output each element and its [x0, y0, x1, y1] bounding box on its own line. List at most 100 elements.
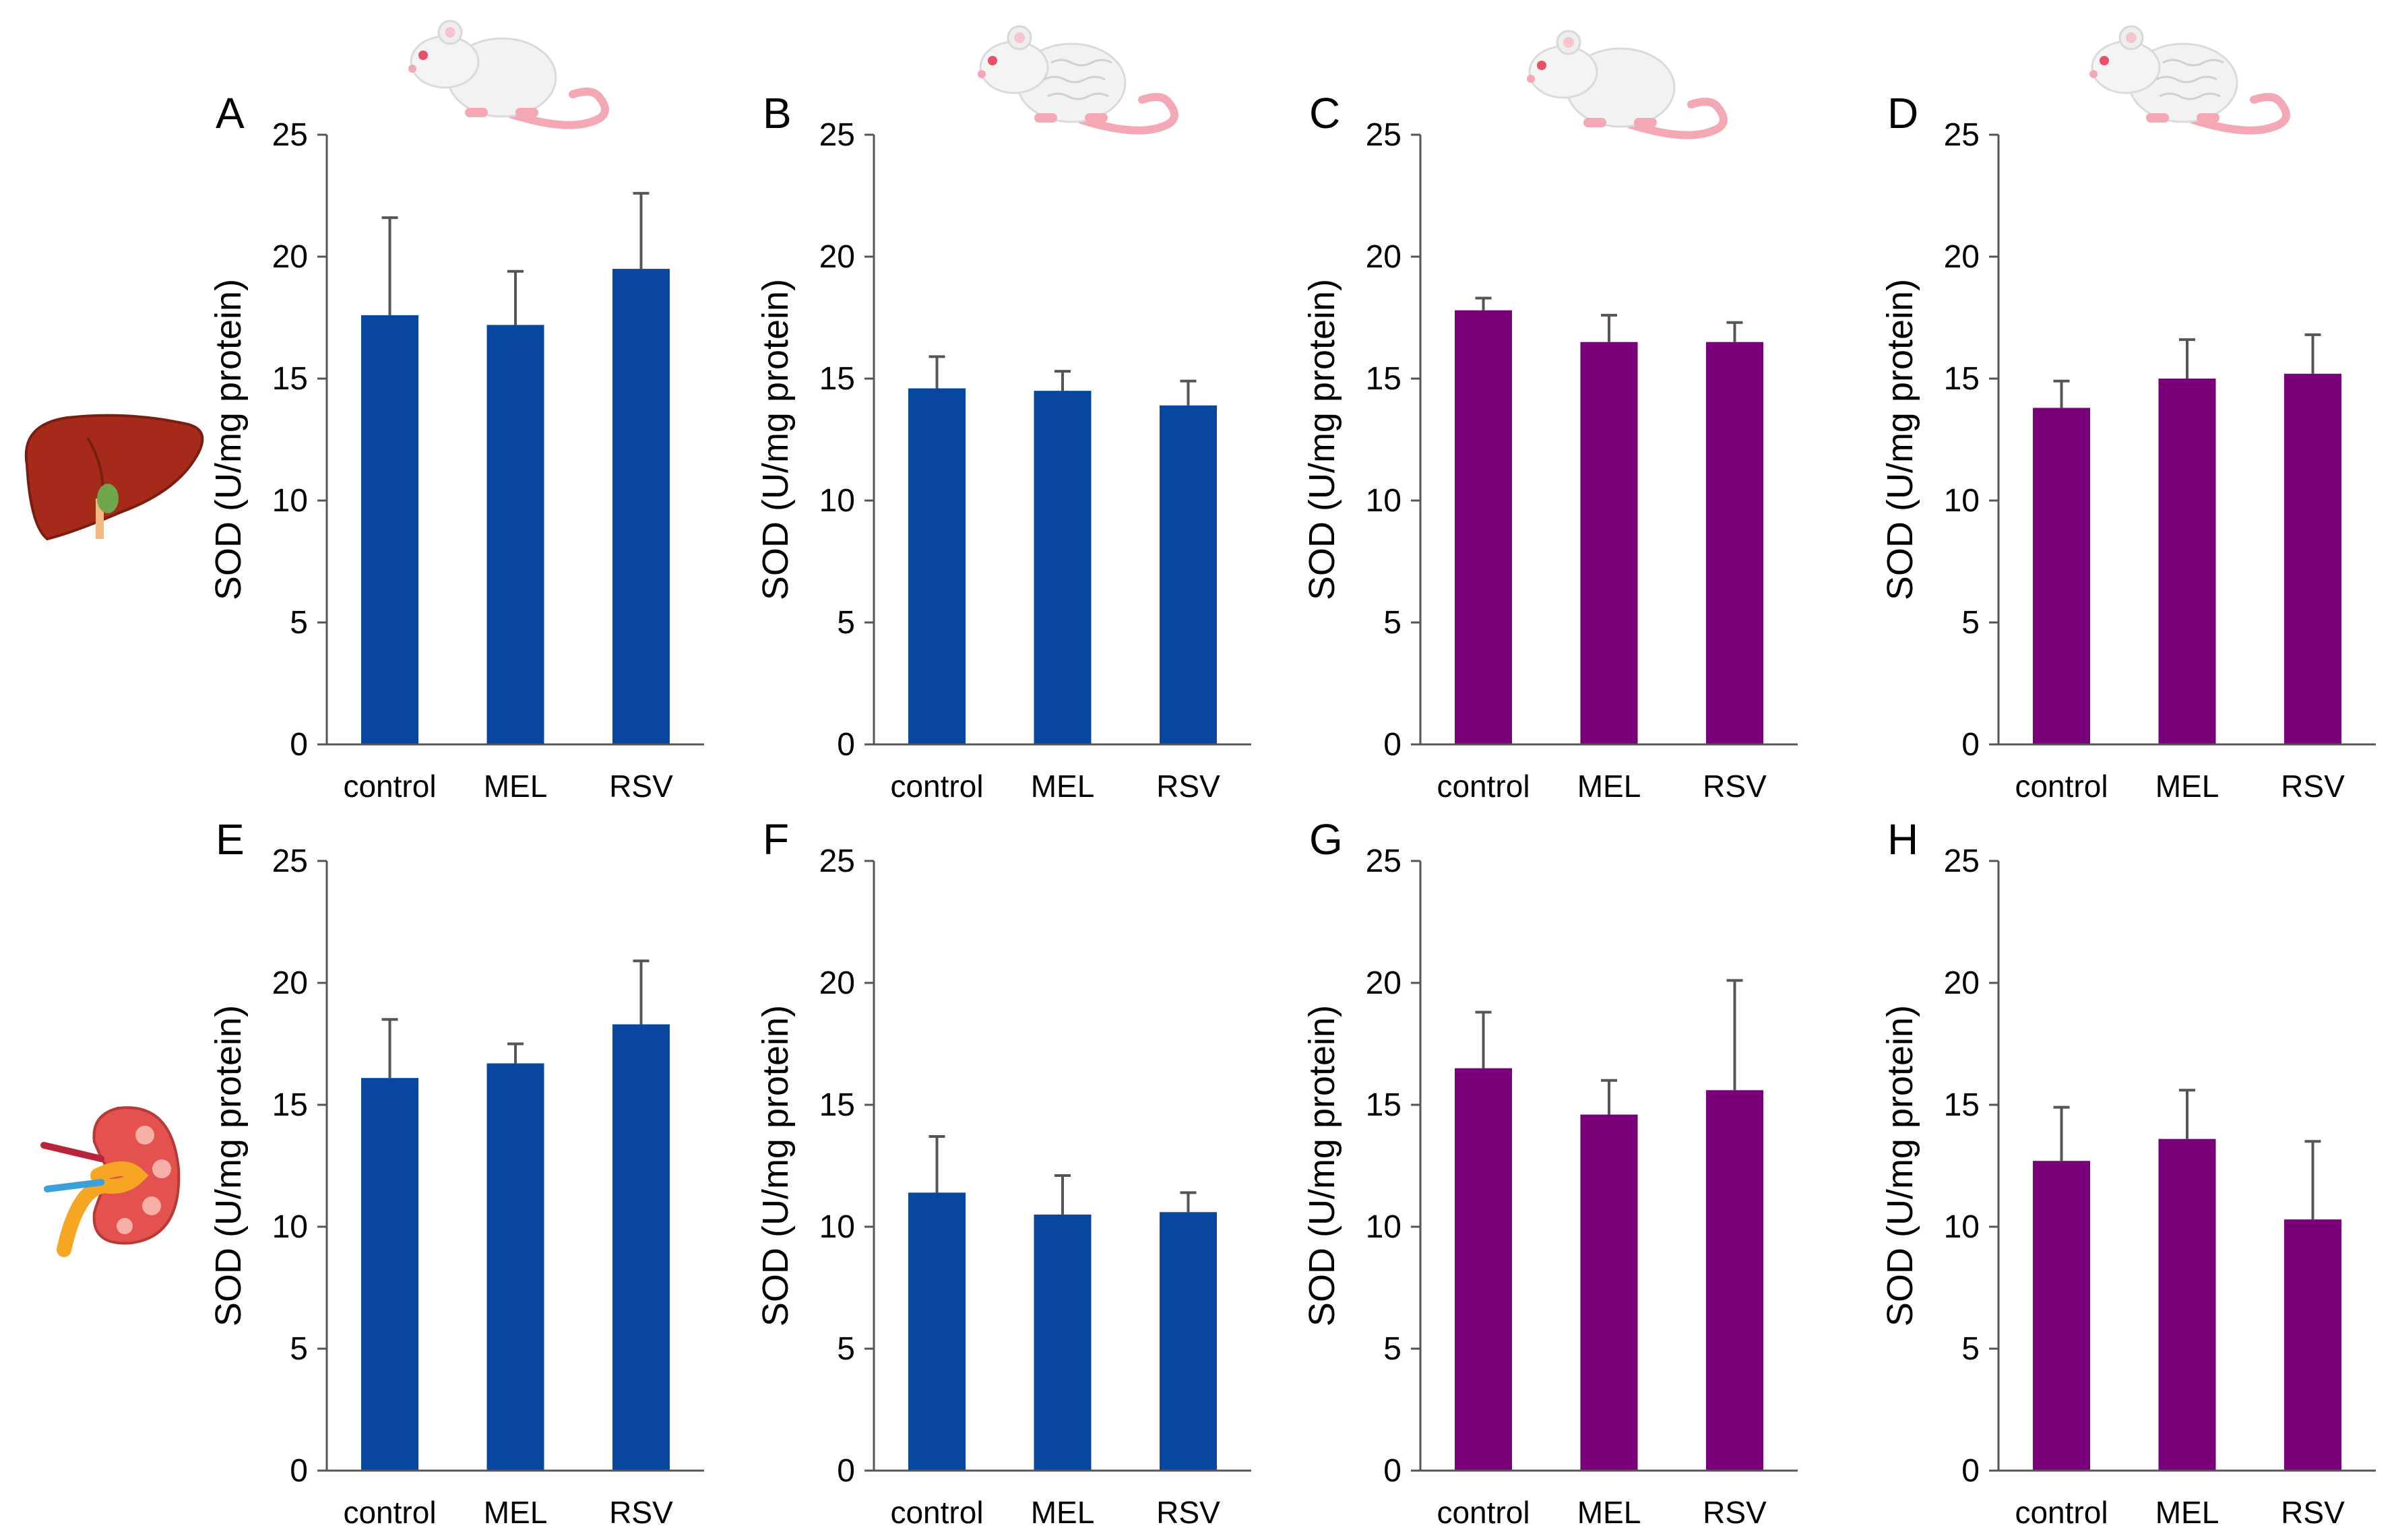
y-tick-label: 0	[290, 727, 308, 763]
y-tick-label: 15	[819, 1087, 855, 1123]
y-tick-label: 15	[1944, 361, 1980, 397]
panel-label: A	[216, 89, 245, 137]
rat-white-icon	[1527, 31, 1724, 135]
category-label: RSV	[1156, 769, 1220, 804]
y-tick-label: 10	[1366, 483, 1401, 519]
y-tick-label: 20	[1944, 239, 1980, 275]
panel-label: E	[216, 815, 245, 864]
y-tick-label: 25	[819, 117, 855, 153]
y-tick-label: 10	[272, 483, 308, 519]
category-label: MEL	[1031, 769, 1095, 804]
y-tick-label: 25	[819, 843, 855, 879]
y-axis-label: SOD (U/mg protein)	[208, 1005, 249, 1326]
bar-control	[1455, 310, 1513, 744]
bar-mel	[1580, 1114, 1638, 1471]
panel-label: H	[1887, 815, 1918, 864]
y-tick-label: 5	[290, 1331, 308, 1367]
category-label: MEL	[2155, 1495, 2219, 1530]
rat-white-icon	[408, 21, 605, 125]
y-tick-label: 20	[1944, 965, 1980, 1001]
bar-mel	[2158, 379, 2216, 744]
y-axis-label: SOD (U/mg protein)	[1880, 279, 1920, 600]
bar-control	[361, 315, 419, 744]
bar-rsv	[612, 269, 670, 745]
y-tick-label: 20	[272, 965, 308, 1001]
y-tick-label: 0	[1961, 727, 1980, 763]
y-tick-label: 5	[1961, 605, 1980, 641]
category-label: MEL	[1577, 1495, 1641, 1530]
category-label: RSV	[1703, 769, 1767, 804]
chart-panel-f: F SOD (U/mg protein) control MEL RSV 0 5 10 15 20…	[755, 815, 1251, 1530]
y-tick-label: 0	[1383, 1453, 1401, 1489]
category-label: control	[2015, 769, 2108, 804]
category-label: RSV	[1156, 1495, 1220, 1530]
chart-panel-g: G SOD (U/mg protein) control MEL RSV 0 5 10 15 20…	[1302, 815, 1798, 1530]
y-tick-label: 25	[1944, 843, 1980, 879]
rat-striped-icon	[978, 26, 1174, 131]
panel-label: B	[763, 89, 792, 137]
liver-icon	[24, 414, 204, 541]
chart-panel-a: A SOD (U/mg protein) control MEL RSV 0 5 10 15 20…	[208, 89, 704, 804]
bar-rsv	[2283, 1219, 2341, 1471]
category-label: RSV	[609, 1495, 673, 1530]
category-label: MEL	[1577, 769, 1641, 804]
category-label: control	[2015, 1495, 2108, 1530]
y-tick-label: 0	[837, 1453, 855, 1489]
bar-control	[2033, 408, 2091, 744]
bar-rsv	[1705, 1090, 1763, 1471]
kidney-icon	[40, 1106, 181, 1257]
y-tick-label: 15	[1944, 1087, 1980, 1123]
y-tick-label: 10	[272, 1209, 308, 1245]
bar-control	[361, 1078, 419, 1471]
y-tick-label: 5	[1383, 1331, 1401, 1367]
y-tick-label: 15	[819, 361, 855, 397]
chart-panel-h: H SOD (U/mg protein) control MEL RSV 0 5 10 15 20…	[1880, 815, 2376, 1530]
bar-control	[908, 388, 966, 744]
category-label: control	[343, 769, 436, 804]
y-tick-label: 20	[819, 239, 855, 275]
y-tick-label: 10	[1944, 483, 1980, 519]
y-tick-label: 15	[272, 1087, 308, 1123]
y-tick-label: 0	[1961, 1453, 1980, 1489]
category-label: MEL	[484, 769, 548, 804]
y-tick-label: 20	[1366, 965, 1401, 1001]
charts-container: A SOD (U/mg protein) control MEL RSV 0 5 10 15 20…	[208, 89, 2376, 1530]
bar-control	[908, 1192, 966, 1471]
category-label: RSV	[2281, 769, 2345, 804]
category-label: control	[1437, 1495, 1530, 1530]
bar-mel	[2158, 1138, 2216, 1471]
y-tick-label: 15	[272, 361, 308, 397]
bar-rsv	[1159, 1212, 1217, 1471]
rat-striped-icon	[2089, 26, 2286, 131]
y-tick-label: 15	[1366, 361, 1401, 397]
y-tick-label: 25	[1366, 117, 1401, 153]
y-tick-label: 0	[290, 1453, 308, 1489]
category-label: MEL	[484, 1495, 548, 1530]
category-label: RSV	[609, 769, 673, 804]
bar-mel	[486, 325, 544, 744]
chart-panel-b: B SOD (U/mg protein) control MEL RSV 0 5 10 15 20…	[755, 89, 1251, 804]
category-label: RSV	[2281, 1495, 2345, 1530]
panel-label: G	[1309, 815, 1343, 864]
bar-rsv	[612, 1024, 670, 1471]
y-tick-label: 20	[819, 965, 855, 1001]
y-axis-label: SOD (U/mg protein)	[1302, 279, 1342, 600]
bar-rsv	[1159, 405, 1217, 744]
y-tick-label: 5	[837, 605, 855, 641]
y-tick-label: 5	[1383, 605, 1401, 641]
y-tick-label: 5	[837, 1331, 855, 1367]
category-label: control	[890, 1495, 983, 1530]
chart-panel-e: E SOD (U/mg protein) control MEL RSV 0 5 10 15 20…	[208, 815, 704, 1530]
y-tick-label: 10	[1366, 1209, 1401, 1245]
y-tick-label: 10	[1944, 1209, 1980, 1245]
y-tick-label: 25	[272, 843, 308, 879]
panel-label: C	[1309, 89, 1340, 137]
y-tick-label: 20	[1366, 239, 1401, 275]
bar-control	[2033, 1161, 2091, 1471]
bar-control	[1455, 1068, 1513, 1471]
y-tick-label: 0	[837, 727, 855, 763]
bar-rsv	[2283, 373, 2341, 744]
panel-label: F	[763, 815, 789, 864]
bar-mel	[1580, 342, 1638, 744]
